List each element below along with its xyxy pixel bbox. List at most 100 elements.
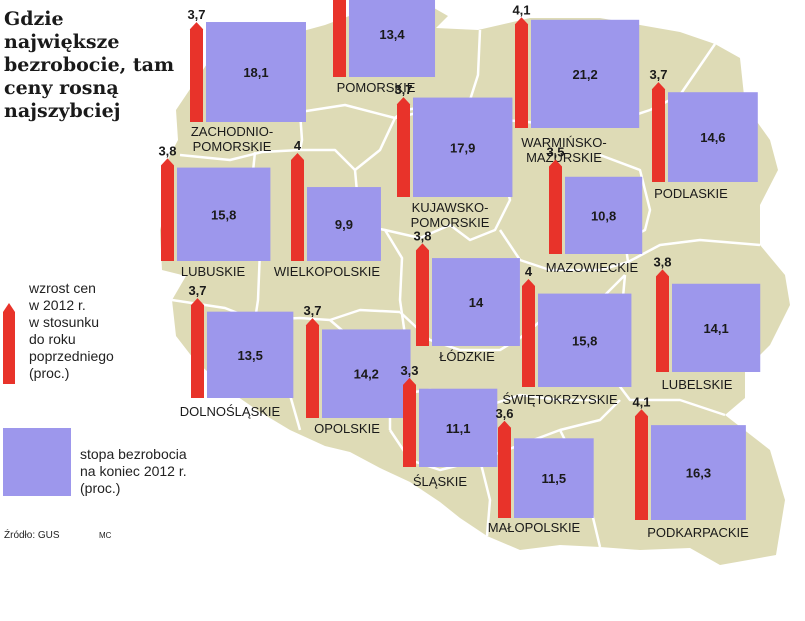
unemployment-value-label: 17,9 xyxy=(450,140,475,155)
price-growth-value-label: 3,7 xyxy=(187,7,205,22)
unemployment-value-label: 14 xyxy=(469,295,484,310)
unemployment-square xyxy=(531,19,640,128)
legend xyxy=(3,303,71,496)
unemployment-square xyxy=(538,293,632,387)
legend-line: na koniec 2012 r. xyxy=(80,463,187,479)
region-name-label: MAZURSKIE xyxy=(526,150,602,165)
region-border xyxy=(171,298,401,322)
region-border xyxy=(498,229,761,272)
legend-line: w 2012 r. xyxy=(29,297,86,313)
legend-blue-swatch xyxy=(3,428,71,496)
unemployment-square xyxy=(419,388,498,467)
price-growth-bar xyxy=(522,279,535,387)
price-growth-bar xyxy=(333,0,346,77)
unemployment-value-label: 16,3 xyxy=(686,466,711,481)
unemployment-value-label: 14,6 xyxy=(700,130,725,145)
region-name-label: OPOLSKIE xyxy=(314,421,380,436)
unemployment-square xyxy=(307,187,381,261)
unemployment-value-label: 18,1 xyxy=(243,65,268,80)
price-growth-bar xyxy=(190,22,203,123)
legend-line: stopa bezrobocia xyxy=(80,446,187,462)
price-growth-bar xyxy=(652,82,665,182)
region-group: 11,1 3,3 ŚLĄSKIE xyxy=(400,363,498,489)
region-border xyxy=(478,459,492,537)
price-growth-value-label: 3,8 xyxy=(158,143,176,158)
legend-blue-label: stopa bezrobocia na koniec 2012 r. (proc… xyxy=(80,446,187,497)
price-growth-bar xyxy=(191,298,204,398)
region-name-label: LUBUSKIE xyxy=(181,264,246,279)
region-name-label: MAZOWIECKIE xyxy=(546,260,639,275)
price-growth-bar xyxy=(656,269,669,372)
legend-line: poprzedniego xyxy=(29,348,114,364)
unemployment-value-label: 13,5 xyxy=(238,348,263,363)
price-growth-value-label: 4 xyxy=(294,138,302,153)
region-group: 15,8 4 ŚWIĘTOKRZYSKIE xyxy=(502,264,632,407)
region-name-label: WIELKOPOLSKIE xyxy=(274,264,381,279)
author-credit: MC xyxy=(99,531,112,540)
price-growth-bar xyxy=(515,17,528,128)
region-name-label: DOLNOŚLĄSKIE xyxy=(180,404,281,419)
region-name-label: MAŁOPOLSKIE xyxy=(488,520,581,535)
unemployment-square xyxy=(668,92,758,182)
unemployment-square xyxy=(177,167,271,261)
price-growth-value-label: 4 xyxy=(525,264,533,279)
price-growth-value-label: 3,7 xyxy=(649,67,667,82)
unemployment-value-label: 15,8 xyxy=(572,333,597,348)
price-growth-bar xyxy=(416,243,429,346)
unemployment-square xyxy=(413,97,513,197)
unemployment-value-label: 21,2 xyxy=(572,67,597,82)
region-name-label: POMORSKIE xyxy=(337,80,416,95)
unemployment-value-label: 11,1 xyxy=(446,421,471,436)
region-name-label: LUBELSKIE xyxy=(662,377,733,392)
region-group: 17,9 3,7 KUJAWSKO-POMORSKIE xyxy=(394,82,513,230)
title-line: bezrobocie, tam xyxy=(4,54,175,76)
legend-red-swatch xyxy=(3,303,15,384)
region-name-label: WARMIŃSKO- xyxy=(521,135,606,150)
unemployment-square xyxy=(514,438,594,518)
region-group: 14,6 3,7 PODLASKIE xyxy=(649,67,758,201)
region-group: 14,2 3,7 OPOLSKIE xyxy=(303,303,411,436)
region-group: 15,8 3,8 LUBUSKIE xyxy=(158,143,271,279)
price-growth-value-label: 4,1 xyxy=(512,2,530,17)
region-name-label: PODLASKIE xyxy=(654,186,728,201)
region-name-label: PODKARPACKIE xyxy=(647,525,749,540)
unemployment-square xyxy=(565,176,643,254)
unemployment-square xyxy=(672,283,761,372)
region-name-label: KUJAWSKO- xyxy=(412,200,489,215)
region-group: 18,1 3,7 ZACHODNIO-POMORSKIE xyxy=(187,7,306,154)
region-group: 13,5 3,7 DOLNOŚLĄSKIE xyxy=(180,283,294,419)
region-group: 14,1 3,8 LUBELSKIE xyxy=(653,254,761,392)
region-name-label: POMORSKIE xyxy=(193,139,272,154)
chart-title: Gdzie największe bezrobocie, tam ceny ro… xyxy=(4,8,179,123)
price-growth-value-label: 3,8 xyxy=(653,254,671,269)
price-growth-bar xyxy=(161,158,174,261)
price-growth-bar xyxy=(498,420,511,518)
legend-line: (proc.) xyxy=(80,480,121,496)
price-growth-value-label: 3,5 xyxy=(546,145,564,160)
price-growth-value-label: 3,7 xyxy=(188,283,206,298)
unemployment-square xyxy=(207,311,294,398)
price-growth-value-label: 3,7 xyxy=(303,303,321,318)
unemployment-value-label: 9,9 xyxy=(335,217,353,232)
region-name-label: ZACHODNIO- xyxy=(191,124,273,139)
region-group: 9,9 4 WIELKOPOLSKIE xyxy=(274,138,381,279)
legend-red-label: wzrost cen w 2012 r. w stosunku do roku … xyxy=(29,280,114,382)
unemployment-square xyxy=(651,425,746,520)
unemployment-square xyxy=(322,329,411,418)
unemployment-square xyxy=(206,22,306,122)
price-growth-value-label: 3,8 xyxy=(413,228,431,243)
region-name-label: ŁÓDZKIE xyxy=(439,349,495,364)
legend-line: do roku xyxy=(29,331,76,347)
title-line: najszybciej xyxy=(4,100,121,122)
region-group: 16,3 4,1 PODKARPACKIE xyxy=(632,394,749,540)
legend-line: w stosunku xyxy=(29,314,100,330)
unemployment-value-label: 14,2 xyxy=(354,367,379,382)
price-growth-bar xyxy=(635,409,648,520)
chart-marks: 18,13,7ZACHODNIO-POMORSKIE13,43,4POMORSK… xyxy=(3,0,761,540)
price-growth-bar xyxy=(306,318,319,418)
price-growth-bar xyxy=(397,97,410,197)
region-group: 21,2 4,1 WARMIŃSKO-MAZURSKIE xyxy=(512,2,640,165)
region-name-label: POMORSKIE xyxy=(411,215,490,230)
region-border xyxy=(179,117,397,172)
